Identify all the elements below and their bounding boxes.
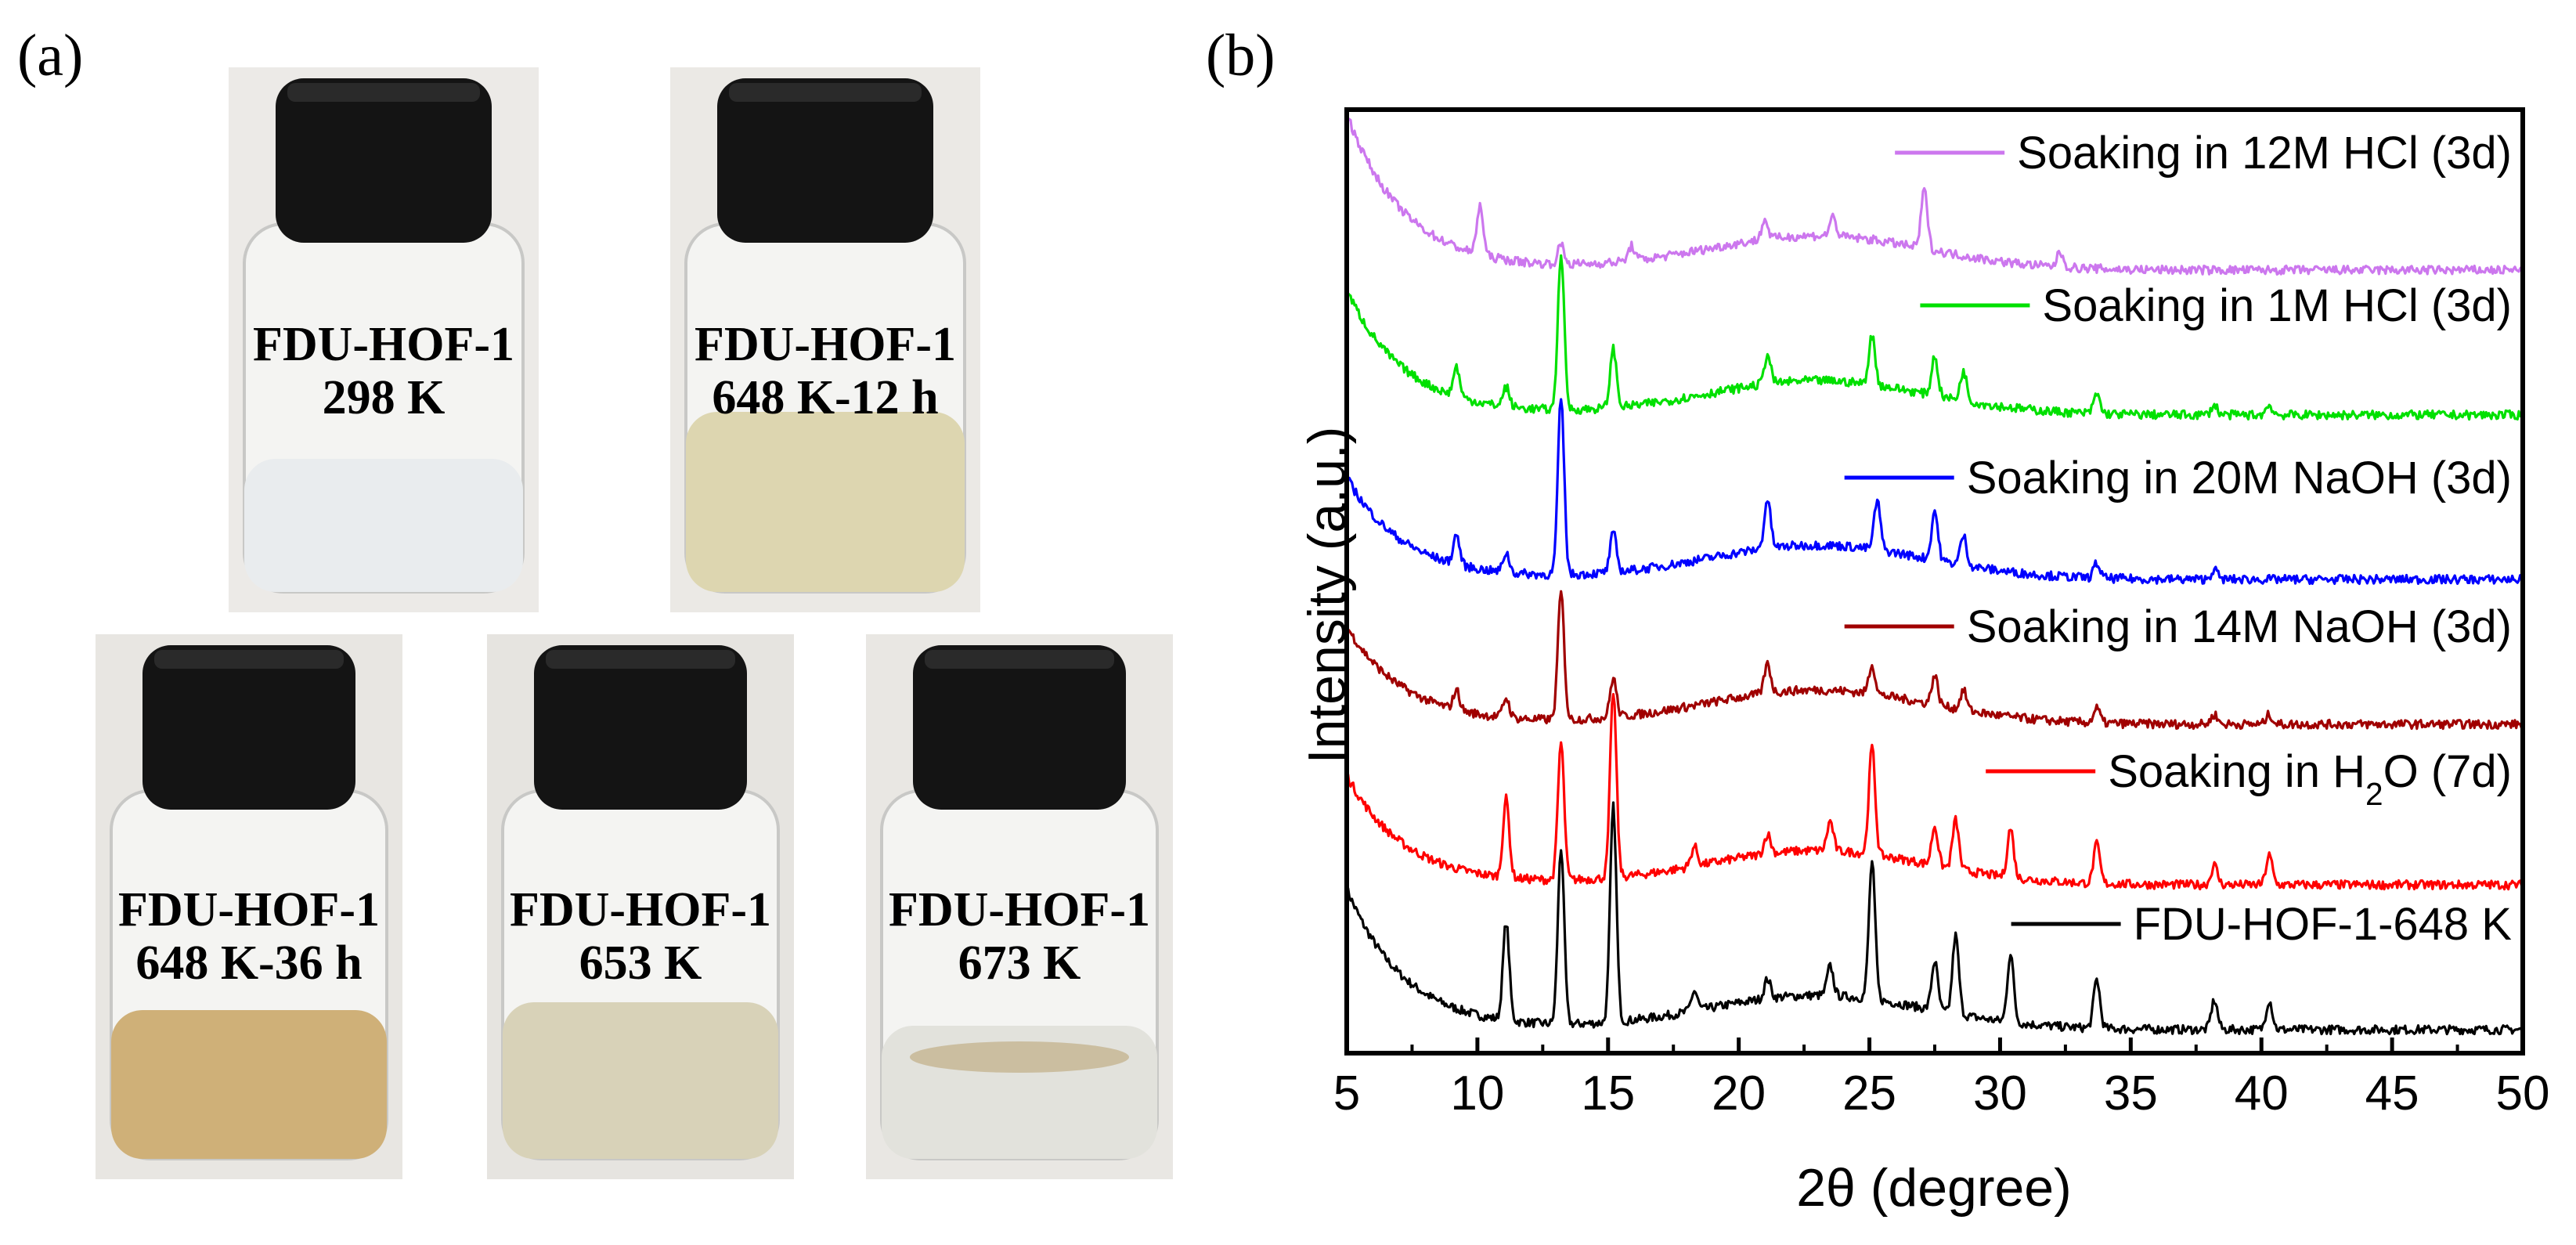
legend-label: Soaking in 20M NaOH (3d) (1967, 453, 2512, 503)
series-line (1345, 692, 2524, 891)
x-tick-label: 45 (2365, 1066, 2419, 1120)
series-line (1345, 801, 2524, 1036)
vial-label-line1: FDU-HOF-1 (252, 318, 515, 371)
x-axis-label: 2θ (degree) (1796, 1158, 2072, 1218)
x-tick-label: 15 (1581, 1066, 1635, 1120)
x-tick-label: 40 (2235, 1066, 2289, 1120)
x-tick-label: 30 (1973, 1066, 2027, 1120)
vial-label: FDU-HOF-1 648 K-36 h (96, 883, 402, 990)
vial-image (866, 634, 1173, 1179)
vial-label: FDU-HOF-1 653 K (487, 883, 794, 990)
vial-photo-3: FDU-HOF-1 648 K-36 h (96, 634, 402, 1179)
x-tick-label: 35 (2104, 1066, 2158, 1120)
vial-image (487, 634, 794, 1179)
series-line (1346, 398, 2524, 586)
series-line (1345, 254, 2524, 421)
x-tick-label: 50 (2496, 1066, 2550, 1120)
y-axis-label: Intensity (a.u.) (1297, 427, 1357, 764)
vial-label-line2: 648 K-36 h (135, 936, 363, 991)
vial-photo-1: FDU-HOF-1 298 K (229, 67, 539, 612)
vial-label: FDU-HOF-1 648 K-12 h (670, 318, 980, 424)
vial-photo-5: FDU-HOF-1 673 K (866, 634, 1173, 1179)
legend: FDU-HOF-1-648 K Soaking in H2O (7d) Soakin… (1844, 128, 2513, 950)
panel-label-b: (b) (1206, 23, 1275, 88)
vial-label-line1: FDU-HOF-1 (888, 883, 1151, 936)
plot-area (1345, 116, 2524, 1036)
vial-label: FDU-HOF-1 673 K (866, 883, 1173, 990)
vial-label-line2: 673 K (958, 936, 1081, 991)
vial-label-line1: FDU-HOF-1 (694, 318, 957, 371)
xrd-chart: 5 10 15 20 25 30 35 40 45 50 2θ (degree) Intensit… (1297, 107, 2550, 1218)
panel-label-a: (a) (17, 23, 84, 88)
vial-image (96, 634, 402, 1179)
legend-label: Soaking in 12M HCl (3d) (2017, 128, 2512, 179)
x-tick-label: 5 (1333, 1066, 1360, 1120)
vial-photo-2: FDU-HOF-1 648 K-12 h (670, 67, 980, 612)
vial-label-line2: 298 K (322, 371, 446, 425)
vial-label-line1: FDU-HOF-1 (117, 883, 381, 936)
x-tick-label: 25 (1842, 1066, 1896, 1120)
series-line (1345, 590, 2524, 731)
legend-label: Soaking in H2O (7d) (2108, 746, 2512, 812)
legend-label: Soaking in 1M HCl (3d) (2042, 280, 2512, 331)
vial-label: FDU-HOF-1 298 K (229, 318, 539, 424)
vial-label-line2: 648 K-12 h (712, 371, 939, 425)
vial-label-line2: 653 K (579, 936, 702, 991)
x-tick-label: 20 (1712, 1066, 1766, 1120)
vial-image (670, 67, 980, 612)
series-line (1345, 116, 2524, 276)
vial-label-line1: FDU-HOF-1 (509, 883, 772, 936)
x-axis: 5 10 15 20 25 30 35 40 45 50 (1333, 107, 2550, 1120)
legend-label: FDU-HOF-1-648 K (2134, 899, 2513, 950)
legend-label: Soaking in 14M NaOH (3d) (1967, 601, 2512, 652)
vial-photo-4: FDU-HOF-1 653 K (487, 634, 794, 1179)
x-tick-label: 10 (1450, 1066, 1504, 1120)
vial-image (229, 67, 539, 612)
